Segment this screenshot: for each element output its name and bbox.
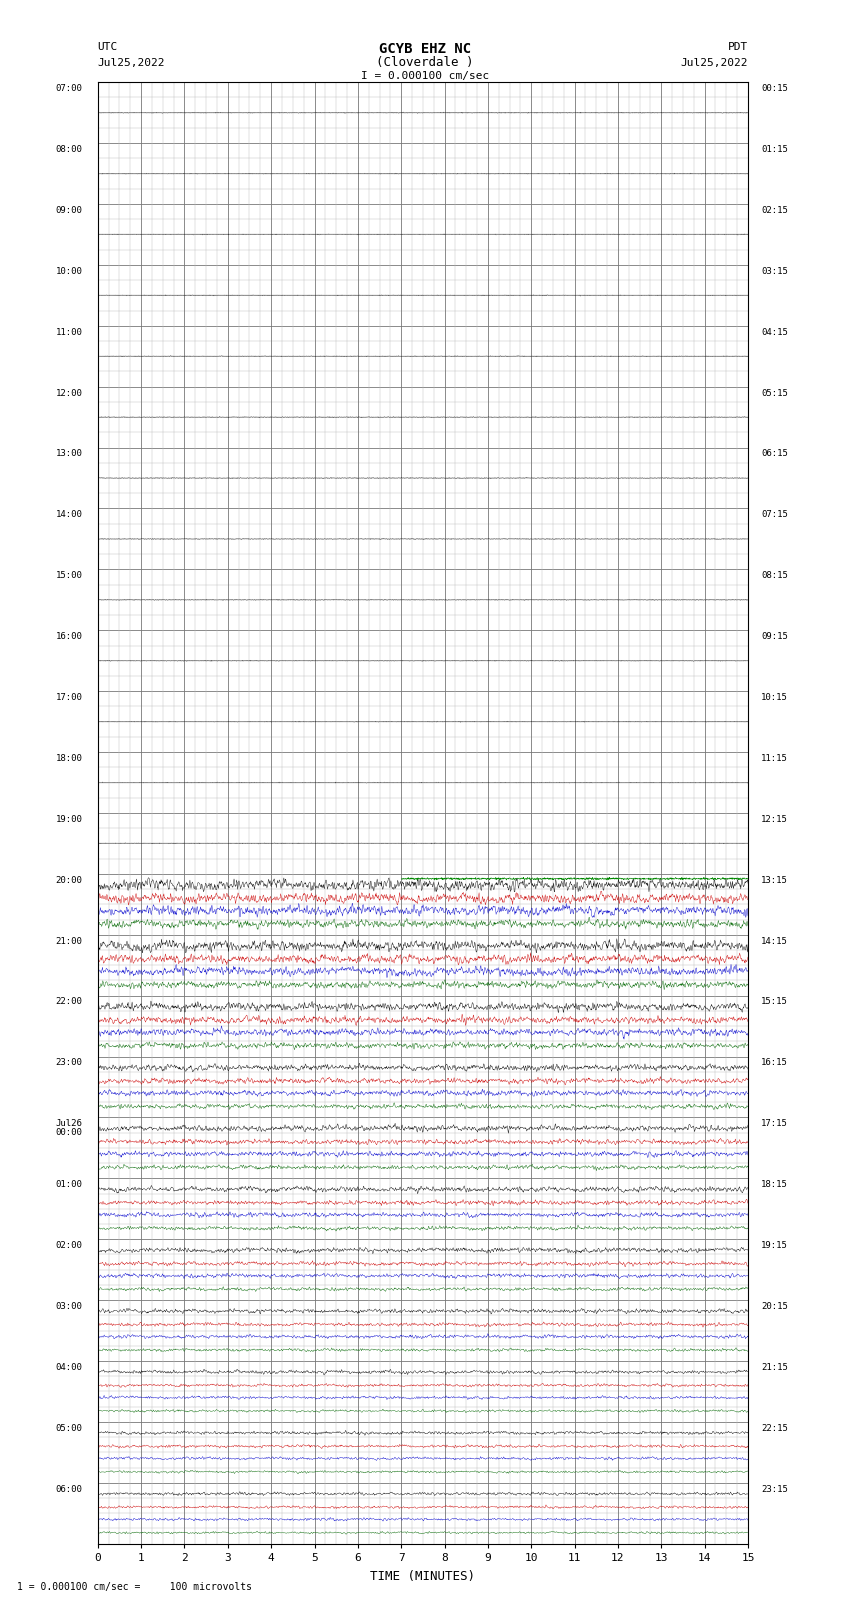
X-axis label: TIME (MINUTES): TIME (MINUTES): [371, 1569, 475, 1582]
Text: UTC: UTC: [98, 42, 118, 52]
Text: 06:00: 06:00: [56, 1484, 82, 1494]
Text: 06:15: 06:15: [761, 450, 788, 458]
Text: 23:15: 23:15: [761, 1484, 788, 1494]
Text: PDT: PDT: [728, 42, 748, 52]
Text: 10:00: 10:00: [56, 266, 82, 276]
Text: 08:00: 08:00: [56, 145, 82, 153]
Text: 07:00: 07:00: [56, 84, 82, 94]
Text: 20:00: 20:00: [56, 876, 82, 884]
Text: 1 = 0.000100 cm/sec =     100 microvolts: 1 = 0.000100 cm/sec = 100 microvolts: [17, 1582, 252, 1592]
Text: 14:15: 14:15: [761, 937, 788, 945]
Text: 19:15: 19:15: [761, 1240, 788, 1250]
Text: I = 0.000100 cm/sec: I = 0.000100 cm/sec: [361, 71, 489, 81]
Text: 02:00: 02:00: [56, 1240, 82, 1250]
Text: 22:15: 22:15: [761, 1424, 788, 1432]
Text: Jul26
00:00: Jul26 00:00: [56, 1119, 82, 1137]
Text: 09:15: 09:15: [761, 632, 788, 640]
Text: 01:00: 01:00: [56, 1181, 82, 1189]
Text: 21:00: 21:00: [56, 937, 82, 945]
Text: 12:15: 12:15: [761, 815, 788, 824]
Text: 10:15: 10:15: [761, 694, 788, 702]
Text: 04:15: 04:15: [761, 327, 788, 337]
Text: 04:00: 04:00: [56, 1363, 82, 1371]
Text: 16:00: 16:00: [56, 632, 82, 640]
Text: 13:15: 13:15: [761, 876, 788, 884]
Text: 03:00: 03:00: [56, 1302, 82, 1311]
Text: 00:15: 00:15: [761, 84, 788, 94]
Text: 08:15: 08:15: [761, 571, 788, 581]
Text: Jul25,2022: Jul25,2022: [98, 58, 165, 68]
Text: (Cloverdale ): (Cloverdale ): [377, 56, 473, 69]
Text: 02:15: 02:15: [761, 206, 788, 215]
Text: 18:15: 18:15: [761, 1181, 788, 1189]
Text: 17:00: 17:00: [56, 694, 82, 702]
Text: 21:15: 21:15: [761, 1363, 788, 1371]
Text: 19:00: 19:00: [56, 815, 82, 824]
Text: 20:15: 20:15: [761, 1302, 788, 1311]
Text: 15:15: 15:15: [761, 997, 788, 1007]
Text: 11:15: 11:15: [761, 753, 788, 763]
Text: 18:00: 18:00: [56, 753, 82, 763]
Text: 11:00: 11:00: [56, 327, 82, 337]
Text: 22:00: 22:00: [56, 997, 82, 1007]
Text: 12:00: 12:00: [56, 389, 82, 397]
Text: 01:15: 01:15: [761, 145, 788, 153]
Text: 17:15: 17:15: [761, 1119, 788, 1127]
Text: 09:00: 09:00: [56, 206, 82, 215]
Text: 14:00: 14:00: [56, 510, 82, 519]
Text: 05:00: 05:00: [56, 1424, 82, 1432]
Text: 23:00: 23:00: [56, 1058, 82, 1068]
Text: 03:15: 03:15: [761, 266, 788, 276]
Text: 16:15: 16:15: [761, 1058, 788, 1068]
Text: 13:00: 13:00: [56, 450, 82, 458]
Text: 05:15: 05:15: [761, 389, 788, 397]
Text: 15:00: 15:00: [56, 571, 82, 581]
Text: 07:15: 07:15: [761, 510, 788, 519]
Text: Jul25,2022: Jul25,2022: [681, 58, 748, 68]
Text: GCYB EHZ NC: GCYB EHZ NC: [379, 42, 471, 56]
